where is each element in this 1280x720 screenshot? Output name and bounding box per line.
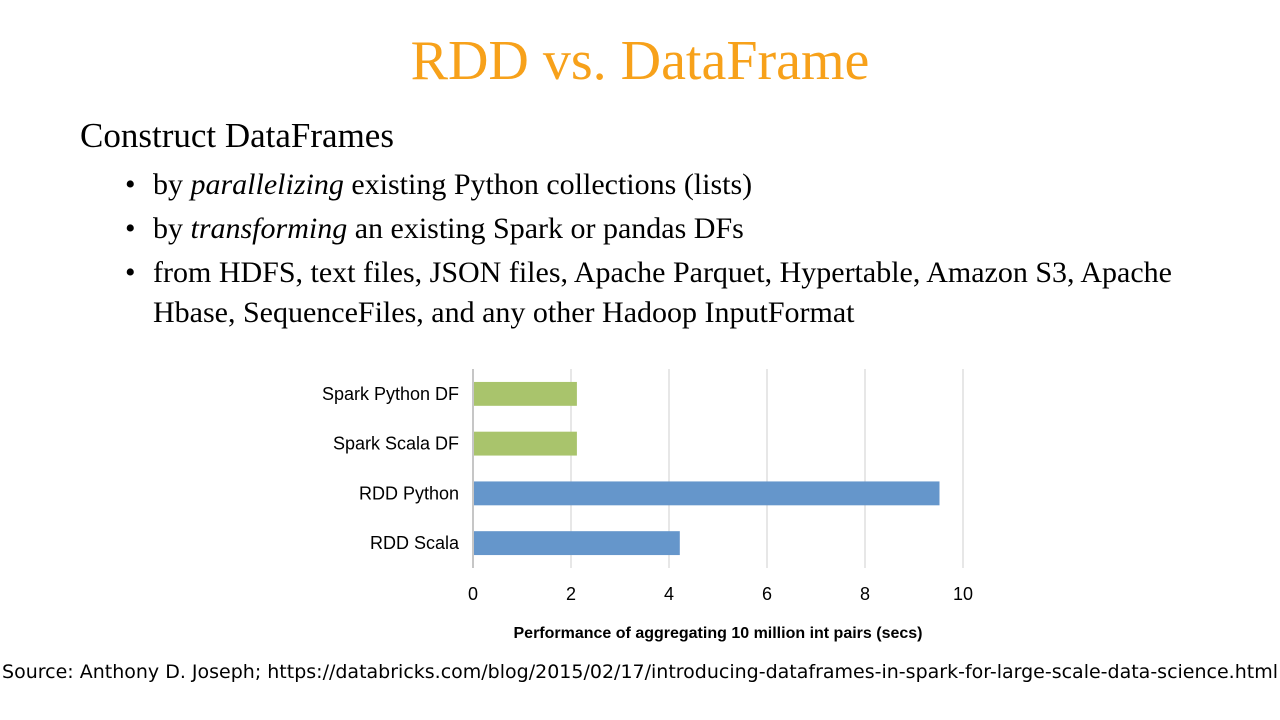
x-tick-label: 4 bbox=[664, 584, 674, 604]
x-tick-label: 6 bbox=[762, 584, 772, 604]
bullet-text-pre: by bbox=[153, 212, 191, 245]
bullet-glyph: • bbox=[125, 256, 136, 289]
category-label: Spark Python DF bbox=[322, 384, 459, 404]
bullet-text-post: an existing Spark or pandas DFs bbox=[347, 212, 744, 245]
bar bbox=[474, 431, 577, 456]
bullet-item-transforming: • by transforming an existing Spark or p… bbox=[123, 209, 1243, 249]
bullet-text-emphasis: parallelizing bbox=[190, 168, 344, 201]
bullet-glyph: • bbox=[125, 168, 136, 201]
slide-title: RDD vs. DataFrame bbox=[410, 30, 870, 92]
category-label: RDD Python bbox=[359, 483, 459, 503]
bullet-text-emphasis: transforming bbox=[190, 212, 348, 245]
x-axis-title: Performance of aggregating 10 million in… bbox=[514, 625, 923, 642]
x-tick-label: 10 bbox=[953, 584, 973, 604]
bar bbox=[474, 531, 680, 556]
bullet-text-pre: from HDFS, text files, JSON files, Apach… bbox=[153, 256, 1172, 329]
bullet-glyph: • bbox=[125, 212, 136, 245]
bullet-item-sources: • from HDFS, text files, JSON files, Apa… bbox=[123, 253, 1243, 333]
bullet-text-pre: by bbox=[153, 168, 191, 201]
section-heading: Construct DataFrames bbox=[80, 116, 394, 155]
bullet-item-parallelizing: • by parallelizing existing Python colle… bbox=[123, 165, 1243, 205]
category-label: Spark Scala DF bbox=[333, 434, 459, 454]
bar bbox=[474, 481, 940, 506]
x-tick-label: 8 bbox=[860, 584, 870, 604]
category-label: RDD Scala bbox=[370, 533, 460, 553]
bullet-list: • by parallelizing existing Python colle… bbox=[123, 165, 1243, 337]
bar bbox=[474, 381, 577, 406]
performance-bar-chart: 0 2 4 6 8 10 Spark Python DF Spark Scala DF RDD … bbox=[280, 355, 1020, 655]
bullet-text-post: existing Python collections (lists) bbox=[343, 168, 753, 201]
x-tick-label: 2 bbox=[566, 584, 576, 604]
x-tick-label: 0 bbox=[468, 584, 478, 604]
chart-svg: 0 2 4 6 8 10 Spark Python DF Spark Scala DF RDD … bbox=[322, 369, 973, 642]
source-citation: Source: Anthony D. Joseph; https://datab… bbox=[2, 661, 1278, 683]
